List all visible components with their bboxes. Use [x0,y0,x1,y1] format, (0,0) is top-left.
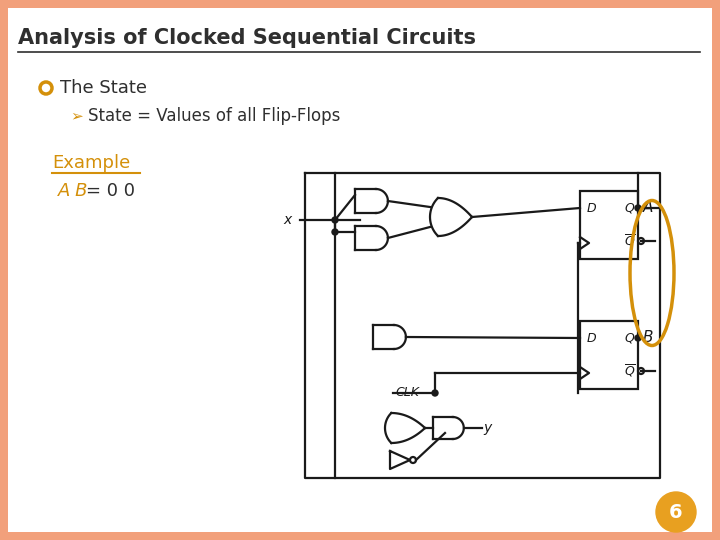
Circle shape [635,335,641,341]
Text: Q: Q [624,201,634,214]
Bar [580,321,638,389]
Text: Q: Q [624,332,634,345]
Text: D: D [587,332,597,345]
Text: A: A [643,200,653,215]
Text: Example: Example [52,154,130,172]
Text: CLK: CLK [395,387,419,400]
Text: = 0 0: = 0 0 [86,182,135,200]
Circle shape [635,205,641,211]
Text: x: x [284,213,292,227]
Text: Analysis of Clocked Sequential Circuits: Analysis of Clocked Sequential Circuits [18,28,476,48]
Text: y: y [484,421,492,435]
Text: $\overline{Q}$: $\overline{Q}$ [624,233,636,249]
Text: ➢: ➢ [70,109,83,124]
Text: The State: The State [60,79,147,97]
Text: State = Values of all Flip-Flops: State = Values of all Flip-Flops [88,107,341,125]
Text: A B: A B [58,182,89,200]
Text: D: D [587,201,597,214]
Circle shape [332,229,338,235]
Text: 6: 6 [669,503,683,522]
Circle shape [332,217,338,223]
Bar [580,191,638,259]
Circle shape [656,492,696,532]
Text: $\overline{Q}$: $\overline{Q}$ [624,363,636,379]
Text: B: B [643,330,654,346]
Circle shape [432,390,438,396]
